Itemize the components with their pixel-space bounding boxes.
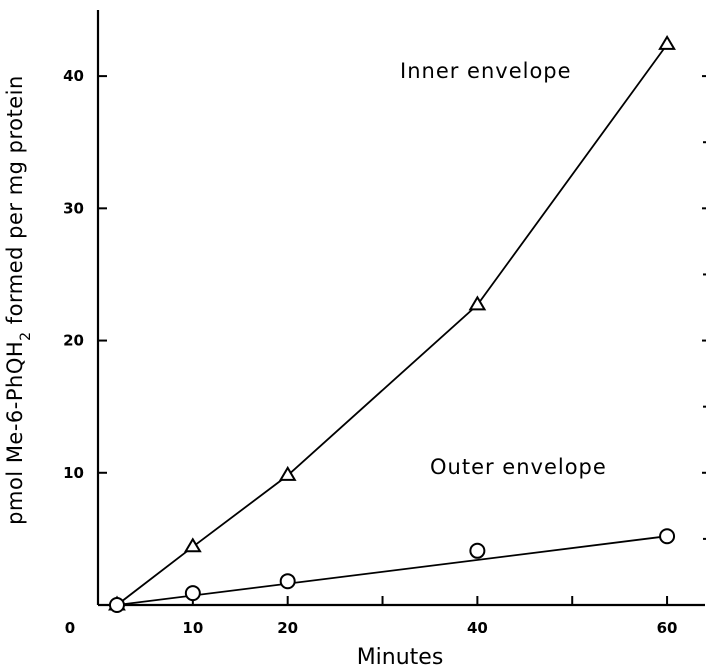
axes (96, 10, 705, 607)
circle-point (279, 573, 296, 590)
y-axis-title-subscript: 2 (18, 331, 34, 340)
triangle-point (658, 34, 676, 50)
ticks: 10 20 30 40 0 10 20 40 60 (63, 67, 706, 637)
y-tick-label: 30 (63, 199, 84, 217)
triangle-point (278, 465, 297, 481)
x-tick-label: 40 (467, 619, 488, 637)
series-line-inner (116, 43, 668, 606)
annotation-inner-envelope: Inner envelope (400, 59, 572, 83)
circle-point (659, 528, 676, 545)
triangle-point (468, 295, 487, 311)
x-tick-label: 0 (65, 619, 75, 637)
series-annotations: Inner envelope Outer envelope (400, 59, 607, 479)
y-tick-label: 40 (63, 67, 84, 85)
circle-point (108, 597, 125, 613)
circle-point (469, 542, 486, 559)
y-tick-label: 20 (63, 332, 84, 350)
y-axis-title-prefix: pmol Me-6-PhQH (3, 341, 27, 525)
y-tick-label: 10 (63, 464, 84, 482)
x-tick-label: 10 (182, 619, 203, 637)
series-line-outer (116, 535, 668, 606)
triangle-point (183, 537, 202, 553)
series-markers (108, 34, 676, 613)
x-tick-label: 60 (657, 619, 678, 637)
series-lines (116, 43, 668, 606)
x-tick-label: 20 (277, 619, 298, 637)
y-axis-title-suffix: formed per mg protein (3, 75, 27, 331)
circle-point (184, 585, 201, 602)
y-axis-title: pmol Me-6-PhQH2 formed per mg protein (3, 75, 34, 525)
x-axis-title: Minutes (357, 645, 444, 670)
annotation-outer-envelope: Outer envelope (430, 455, 607, 479)
